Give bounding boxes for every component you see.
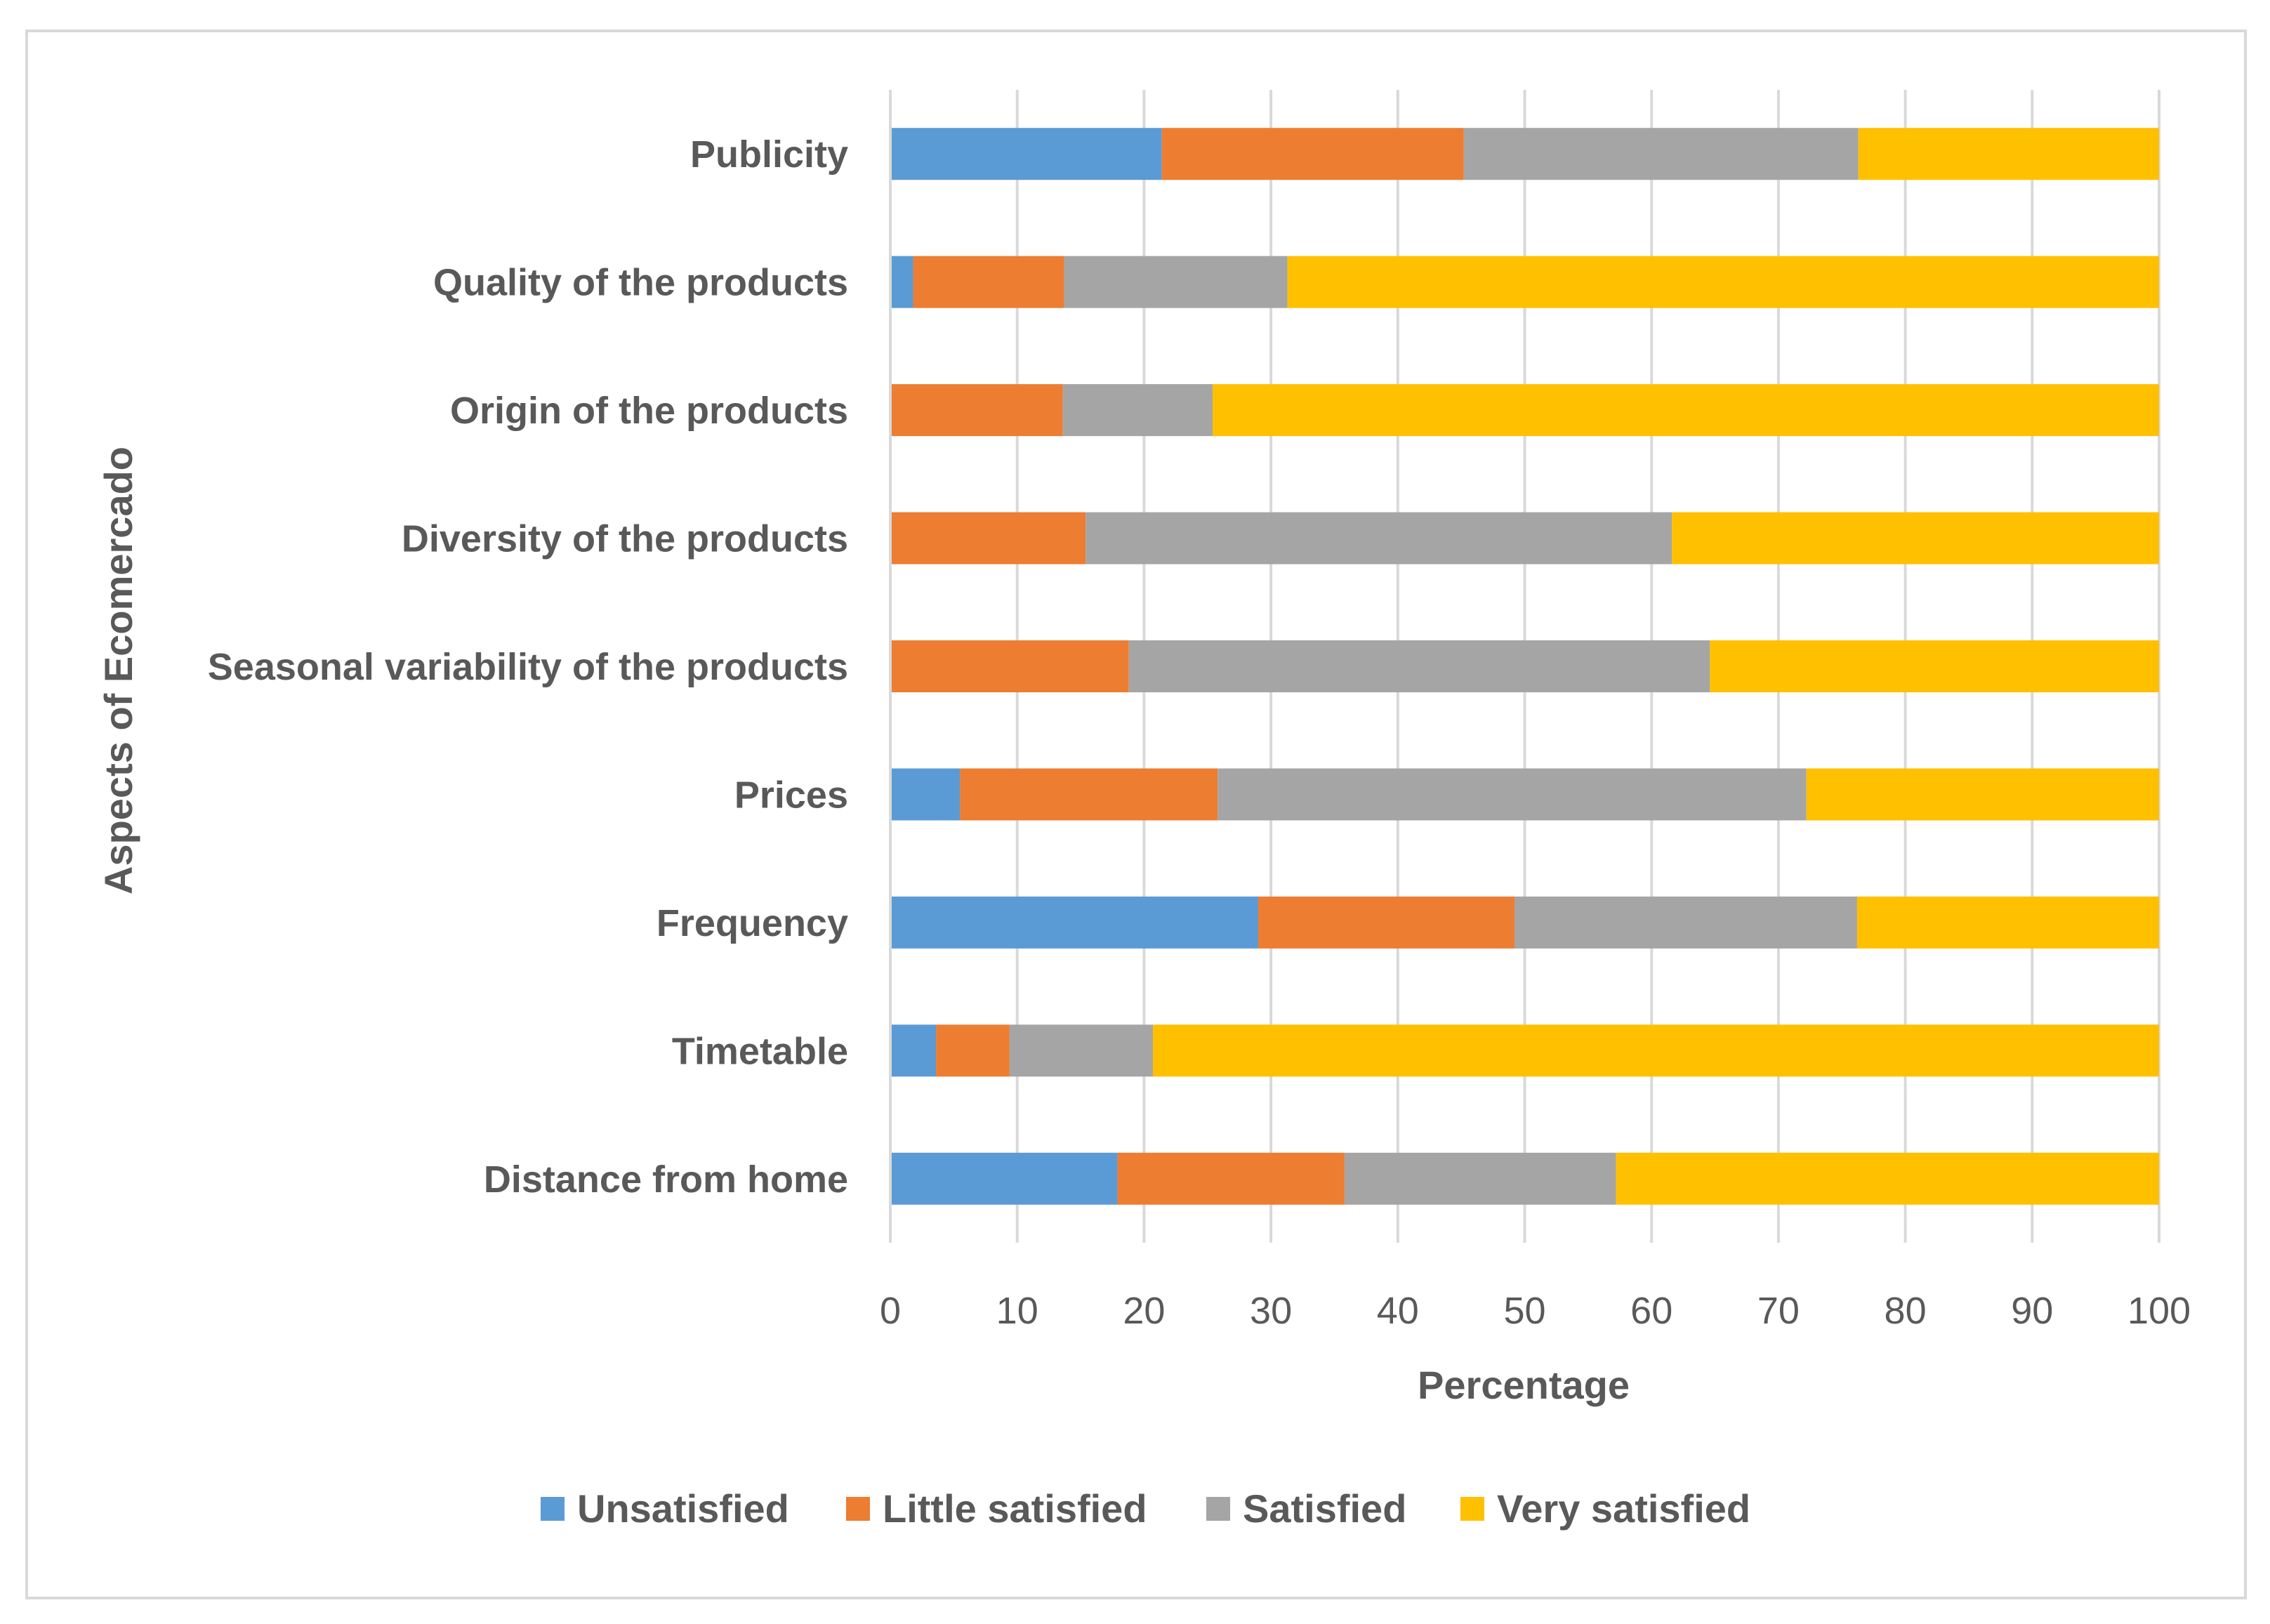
category-label: Publicity: [690, 133, 848, 176]
bar-segment: [1085, 512, 1672, 565]
category-label: Seasonal variability of the products: [208, 646, 848, 688]
bar-segment: [890, 896, 1259, 949]
bar-segment: [890, 768, 961, 821]
bar-segment: [890, 256, 913, 308]
category-label: Quality of the products: [433, 262, 848, 304]
x-axis-title: Percentage: [1418, 1363, 1630, 1407]
bar-segment: [1672, 512, 2159, 565]
bar-segment: [890, 1024, 937, 1077]
bar-segment: [890, 128, 1162, 180]
y-axis-title: Aspects of Ecomercado: [96, 447, 140, 894]
legend-swatch: [1460, 1497, 1484, 1521]
legend-label: Satisfied: [1243, 1486, 1406, 1531]
bar-segment: [1616, 1152, 2159, 1205]
bar-segment: [1856, 896, 2159, 949]
legend-swatch: [846, 1497, 870, 1521]
x-tick-label: 10: [996, 1290, 1038, 1332]
bar-segment: [960, 768, 1218, 821]
category-label: Diversity of the products: [402, 518, 848, 560]
bar-segment: [1344, 1152, 1616, 1205]
bar-segment: [1161, 128, 1464, 180]
bars: [890, 128, 2159, 1205]
bar-segment: [1258, 896, 1515, 949]
bar-segment: [1009, 1024, 1154, 1077]
bar-segment: [1212, 384, 2159, 437]
x-tick-label: 100: [2127, 1290, 2191, 1332]
bar-segment: [1153, 1024, 2159, 1077]
x-tick-label: 90: [2011, 1290, 2053, 1332]
x-tick-label: 20: [1123, 1290, 1165, 1332]
x-tick-label: 30: [1250, 1290, 1292, 1332]
bar-segment: [1710, 640, 2159, 692]
bar-segment: [1064, 256, 1288, 308]
legend-swatch: [1206, 1497, 1230, 1521]
bar-segment: [1117, 1152, 1345, 1205]
bar-segment: [890, 512, 1086, 565]
legend-label: Little satisfied: [883, 1486, 1147, 1531]
category-label: Distance from home: [484, 1158, 848, 1201]
x-tick-label: 70: [1757, 1290, 1800, 1332]
legend-label: Unsatisfied: [577, 1486, 789, 1531]
x-tick-label: 60: [1630, 1290, 1672, 1332]
bar-segment: [1515, 896, 1857, 949]
category-label: Frequency: [656, 902, 848, 944]
x-tick-label: 40: [1377, 1290, 1419, 1332]
x-tick-label: 80: [1885, 1290, 1927, 1332]
category-label: Origin of the products: [450, 390, 848, 432]
category-label: Prices: [734, 774, 848, 816]
category-labels: Distance from home Timetable Frequency Pric…: [208, 133, 848, 1201]
bar-segment: [1062, 384, 1213, 437]
x-tick-labels: 0 10 20 30 40 50 60 70 80 90 100: [880, 1290, 2191, 1332]
bar-segment: [1463, 128, 1859, 180]
bar-segment: [1806, 768, 2159, 821]
category-label: Timetable: [672, 1030, 848, 1072]
legend-swatch: [541, 1497, 565, 1521]
bar-segment: [890, 1152, 1118, 1205]
bar-segment: [1128, 640, 1710, 692]
bar-segment: [1858, 128, 2159, 180]
legend: Unsatisfied Little satisfied Satisfied Very…: [541, 1486, 1750, 1531]
bar-segment: [890, 384, 1063, 437]
x-tick-label: 0: [880, 1290, 901, 1332]
legend-label: Very satisfied: [1497, 1486, 1750, 1531]
bar-segment: [1218, 768, 1807, 821]
x-tick-label: 50: [1503, 1290, 1545, 1332]
bar-segment: [890, 640, 1129, 692]
bar-segment: [1287, 256, 2159, 308]
bar-segment: [936, 1024, 1010, 1077]
bar-segment: [913, 256, 1064, 308]
